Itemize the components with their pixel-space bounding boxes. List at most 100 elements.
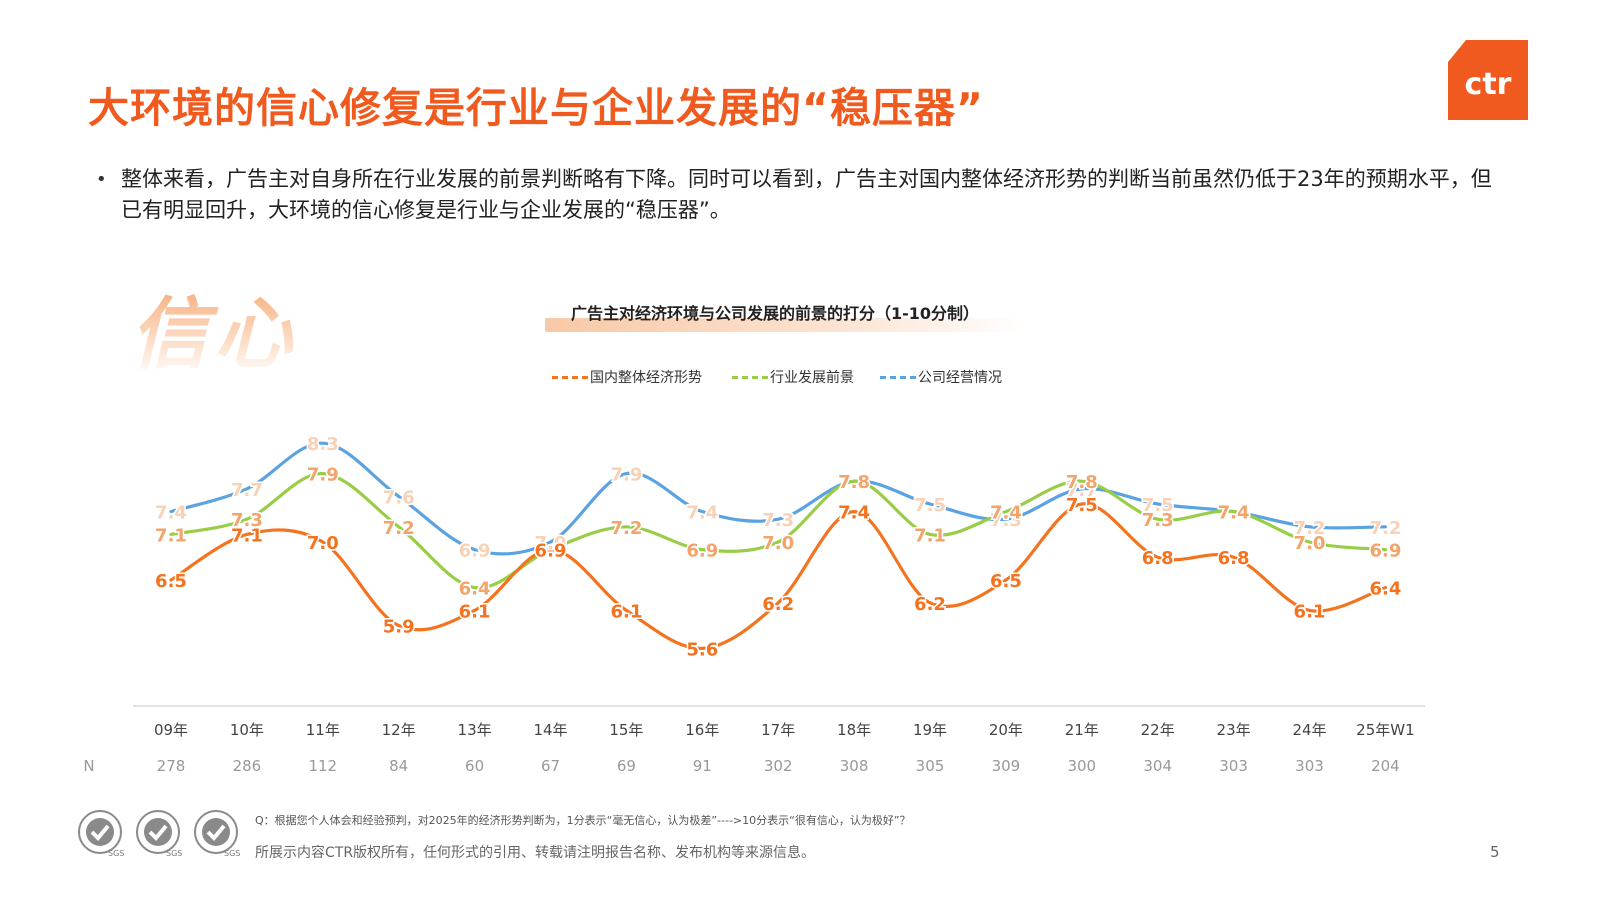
x-tick-label: 18年 (837, 721, 871, 739)
series-line-company (169, 441, 1387, 556)
data-label-industry: 7.4 (1218, 503, 1250, 524)
data-label-industry: 7.1 (914, 525, 946, 546)
data-label-economy: 7.4 (838, 503, 870, 524)
x-tick-label: 11年 (306, 721, 340, 739)
data-label-company: 7.4 (1218, 503, 1250, 524)
legend-label-company: 公司经营情况 (918, 370, 1002, 386)
sgs-label: SGS (224, 849, 240, 858)
x-tick-label: 22年 (1141, 721, 1175, 739)
data-label-economy: 6.8 (1142, 548, 1174, 569)
series-line-industry (169, 471, 1387, 590)
ctr-logo: ctr ® (1448, 40, 1528, 120)
data-label-economy: 5.6 (686, 639, 718, 660)
data-label-industry: 7.0 (762, 533, 794, 554)
sample-size-value: 286 (233, 757, 262, 775)
data-label-company: 7.6 (383, 487, 415, 508)
legend-swatch-company (880, 375, 916, 379)
data-label-industry: 6.9 (686, 541, 718, 562)
sample-size-value: 308 (840, 757, 869, 775)
x-tick-label: 19年 (913, 721, 947, 739)
data-label-economy: 6.4 (1369, 579, 1401, 600)
legend-item-company: 公司经营情况 (880, 367, 1002, 387)
sample-size-value: 305 (916, 757, 945, 775)
data-label-company: 7.8 (838, 472, 870, 493)
page-title: 大环境的信心修复是行业与企业发展的“稳压器” (88, 84, 984, 132)
data-label-economy: 6.8 (1218, 548, 1250, 569)
survey-question-footnote: Q：根据您个人体会和经验预判，对2025年的经济形势判断为，1分表示“毫无信心，… (255, 814, 911, 827)
data-label-economy: 6.2 (914, 594, 946, 615)
data-label-company: 7.7 (231, 480, 263, 501)
x-tick-label: 16年 (685, 721, 719, 739)
legend-label-industry: 行业发展前景 (770, 370, 854, 386)
sample-size-value: 304 (1143, 757, 1172, 775)
summary-text: 整体来看，广告主对自身所在行业发展的前景判断略有下降。同时可以看到，广告主对国内… (121, 167, 1492, 222)
data-label-company: 7.3 (762, 510, 794, 531)
data-label-company: 7.2 (1294, 518, 1326, 539)
x-tick-label: 15年 (609, 721, 643, 739)
data-label-economy: 6.1 (610, 601, 642, 622)
data-label-company: 7.4 (155, 503, 187, 524)
data-label-industry: 7.3 (1142, 510, 1174, 531)
data-label-company: 7.2 (1369, 518, 1401, 539)
data-label-industry: 7.0 (1294, 533, 1326, 554)
data-label-company: 6.9 (459, 541, 491, 562)
confidence-decor-text: 信心 (130, 272, 298, 384)
data-label-company: 8.3 (307, 434, 339, 455)
sample-size-value: 204 (1371, 757, 1400, 775)
summary-bullet: • 整体来看，广告主对自身所在行业发展的前景判断略有下降。同时可以看到，广告主对… (96, 164, 1496, 226)
x-tick-label: 21年 (1065, 721, 1099, 739)
sgs-badge-icon: SGS (194, 810, 240, 858)
sample-size-value: 303 (1295, 757, 1324, 775)
sample-size-value: 91 (693, 757, 712, 775)
data-label-economy: 6.9 (535, 541, 567, 562)
sample-size-value: 67 (541, 757, 560, 775)
sample-size-value: 309 (992, 757, 1021, 775)
x-tick-label: 14年 (533, 721, 567, 739)
legend-label-economy: 国内整体经济形势 (590, 370, 702, 386)
x-tick-label: 23年 (1217, 721, 1251, 739)
bullet-dot: • (96, 169, 107, 190)
legend-swatch-industry (732, 375, 768, 379)
page-number: 5 (1490, 843, 1500, 861)
sample-size-value: 60 (465, 757, 484, 775)
data-label-economy: 6.5 (155, 571, 187, 592)
data-label-company: 7.3 (990, 510, 1022, 531)
series-line-economy (169, 502, 1387, 651)
data-label-industry: 7.8 (1066, 472, 1098, 493)
x-tick-label: 20年 (989, 721, 1023, 739)
data-label-company: 7.5 (914, 495, 946, 516)
logo-registered-mark: ® (1522, 42, 1528, 51)
x-tick-label: 09年 (154, 721, 188, 739)
data-label-industry: 7.4 (990, 503, 1022, 524)
data-label-industry: 7.1 (155, 525, 187, 546)
data-label-industry: 6.9 (1369, 541, 1401, 562)
sample-size-value: 300 (1067, 757, 1096, 775)
data-label-industry: 7.8 (838, 472, 870, 493)
data-label-company: 7.5 (1142, 495, 1174, 516)
data-label-company: 7.7 (1066, 480, 1098, 501)
data-label-industry: 7.2 (383, 518, 415, 539)
data-label-economy: 6.1 (459, 601, 491, 622)
legend-swatch-economy (552, 375, 588, 379)
data-label-economy: 7.0 (307, 533, 339, 554)
x-tick-label: 10年 (230, 721, 264, 739)
data-label-economy: 5.9 (383, 617, 415, 638)
legend-item-industry: 行业发展前景 (732, 367, 854, 387)
sample-size-value: 302 (764, 757, 793, 775)
data-label-industry: 6.9 (535, 541, 567, 562)
sgs-label: SGS (108, 849, 124, 858)
data-label-economy: 7.1 (231, 525, 263, 546)
data-label-company: 7.4 (686, 503, 718, 524)
data-label-economy: 7.5 (1066, 495, 1098, 516)
data-label-company: 7.9 (610, 465, 642, 486)
x-tick-label: 24年 (1292, 721, 1326, 739)
sgs-badge-icon: SGS (136, 810, 182, 858)
data-label-company: 7.0 (535, 533, 567, 554)
x-tick-label: 12年 (382, 721, 416, 739)
sample-size-value: 278 (157, 757, 186, 775)
data-label-industry: 6.4 (459, 579, 491, 600)
copyright-notice: 所展示内容CTR版权所有，任何形式的引用、转载请注明报告名称、发布机构等来源信息… (255, 845, 816, 861)
sample-size-value: 84 (389, 757, 408, 775)
sample-size-value: 69 (617, 757, 636, 775)
